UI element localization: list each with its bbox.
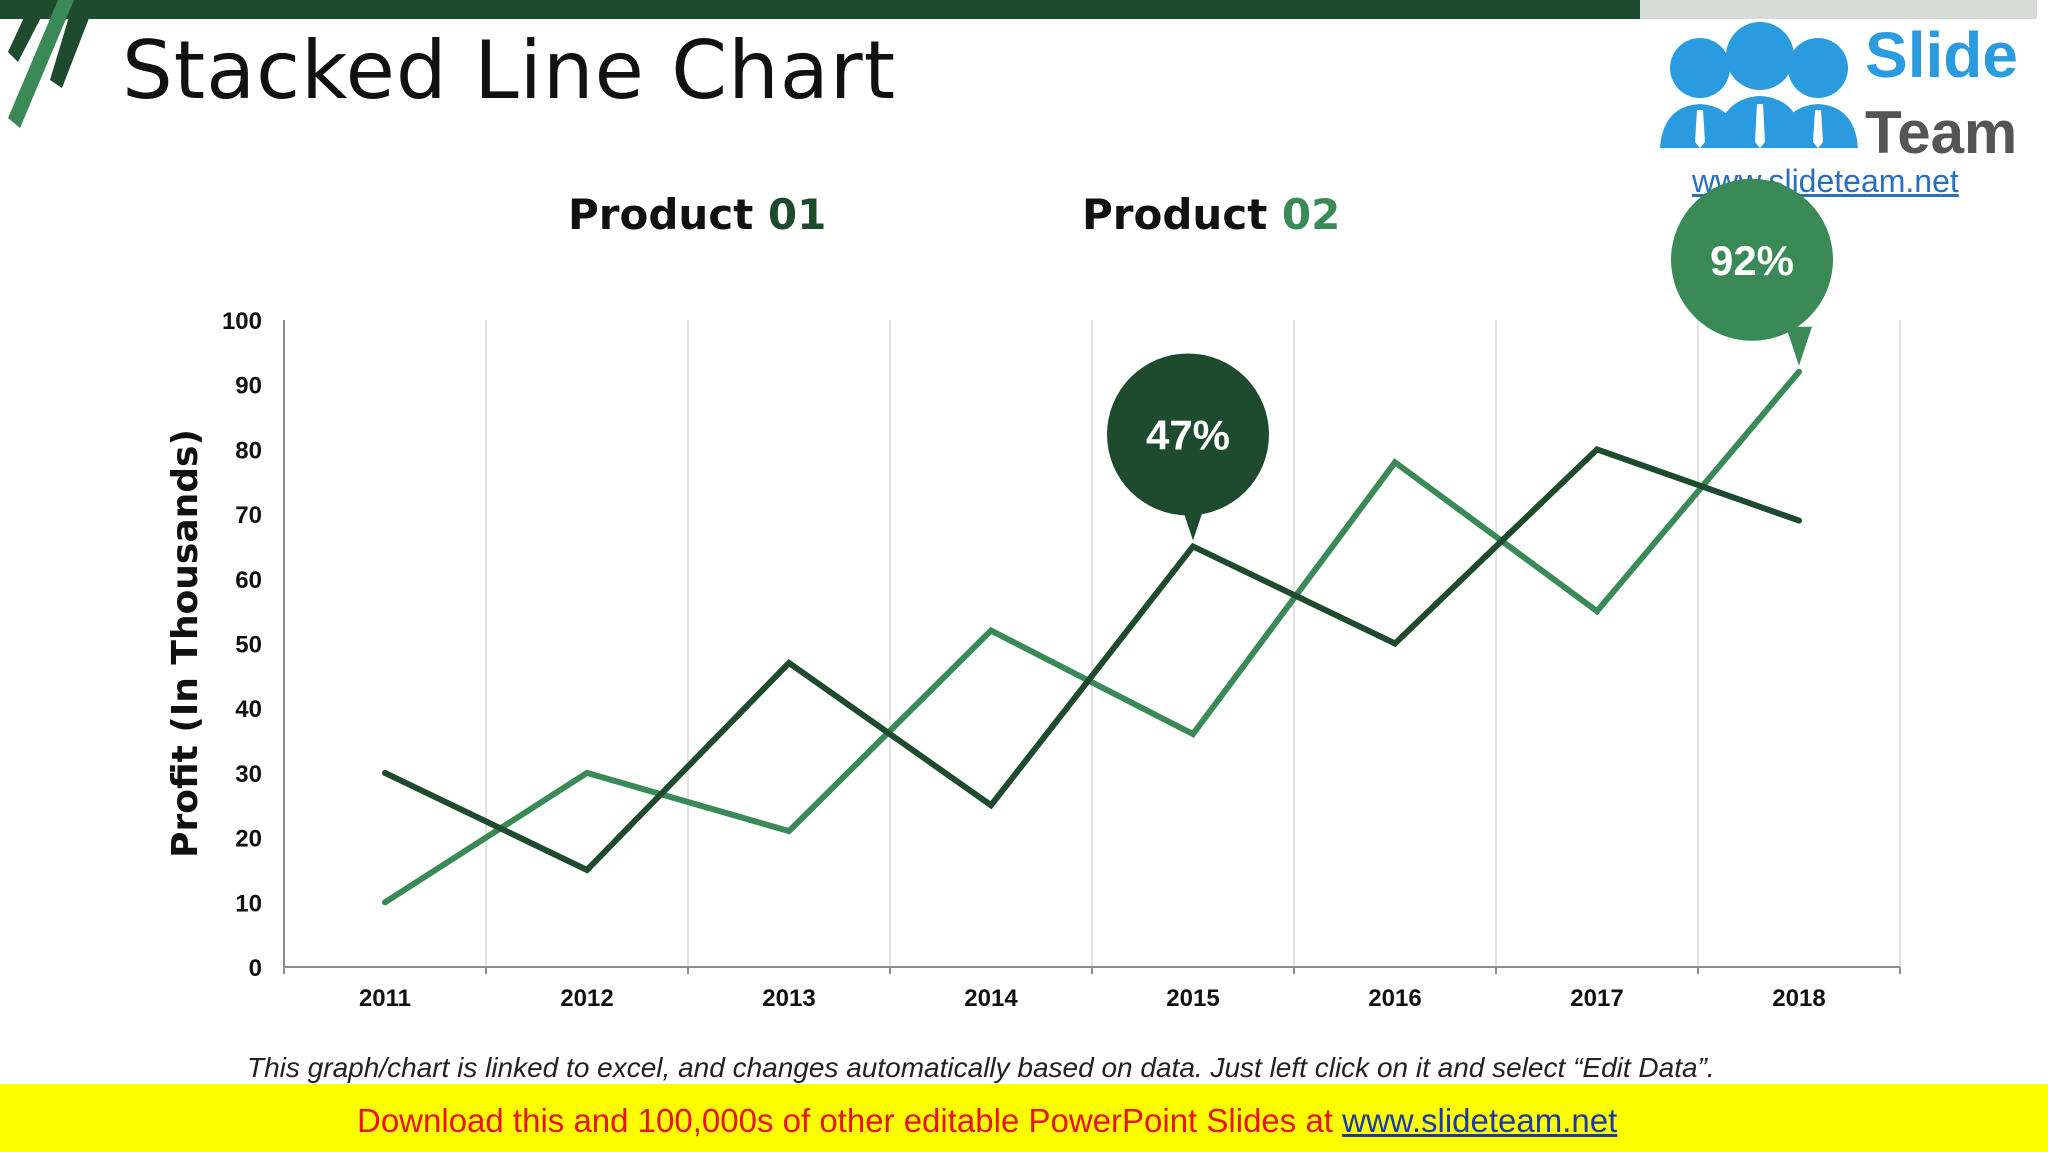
x-tick-label: 2012 [560, 985, 613, 1012]
slideteam-logo[interactable]: Slide Team www.slideteam.net [1640, 0, 2037, 200]
callout-pointer [1786, 326, 1812, 366]
callout-bubble: 92% [1671, 178, 1833, 366]
footer-link[interactable]: www.slideteam.net [1342, 1102, 1618, 1139]
y-tick-label: 40 [235, 696, 262, 723]
y-tick-label: 10 [235, 890, 262, 917]
people-logo-icon [1660, 22, 1858, 148]
y-tick-label: 100 [222, 308, 262, 335]
y-axis-label: Profit (In Thousands) [165, 429, 206, 858]
logo-word-team: Team [1865, 99, 2018, 166]
x-tick-label: 2016 [1368, 985, 1421, 1012]
legend-product-02-label: Product [1082, 190, 1268, 239]
y-tick-label: 80 [235, 437, 262, 464]
x-tick-label: 2011 [359, 985, 411, 1012]
x-tick-label: 2013 [762, 985, 815, 1012]
callout-pointer [1180, 501, 1206, 541]
footer-text-line: Download this and 100,000s of other edit… [357, 1102, 1617, 1140]
y-tick-label: 60 [235, 567, 262, 594]
footer-text: Download this and 100,000s of other edit… [357, 1102, 1333, 1139]
y-tick-label: 30 [235, 761, 262, 788]
legend-product-01-label: Product [568, 190, 754, 239]
y-tick-label: 70 [235, 502, 262, 529]
x-tick-label: 2017 [1570, 985, 1623, 1012]
corner-stripes-decoration [8, 0, 96, 128]
logo-word-slide: Slide [1865, 19, 2018, 91]
top-accent-bar [0, 0, 1640, 19]
y-tick-label: 50 [235, 632, 262, 659]
callout-label: 92% [1710, 237, 1794, 284]
series-line-2 [382, 368, 1802, 906]
slide-title: Stacked Line Chart [122, 24, 897, 117]
legend-product-02-number: 02 [1281, 190, 1341, 239]
download-footer-banner: Download this and 100,000s of other edit… [0, 1084, 2048, 1152]
logo-top-strip [1640, 0, 2037, 19]
callout-label: 47% [1146, 411, 1230, 458]
legend-product-02: Product 02 [1082, 190, 1340, 239]
legend-product-01-number: 01 [767, 190, 827, 239]
callout-circle [1107, 353, 1269, 516]
y-tick-label: 20 [235, 826, 262, 853]
legend-product-01: Product 01 [568, 190, 826, 239]
callout-circle [1671, 178, 1833, 341]
x-tick-label: 2018 [1772, 985, 1825, 1012]
y-tick-label: 90 [235, 373, 262, 400]
series-line-1 [382, 445, 1802, 874]
x-tick-label: 2015 [1166, 985, 1219, 1012]
x-tick-label: 2014 [964, 985, 1018, 1012]
chart-caption: This graph/chart is linked to excel, and… [247, 1052, 1715, 1083]
y-tick-label: 0 [249, 955, 262, 982]
callout-bubble: 47% [1107, 353, 1269, 541]
